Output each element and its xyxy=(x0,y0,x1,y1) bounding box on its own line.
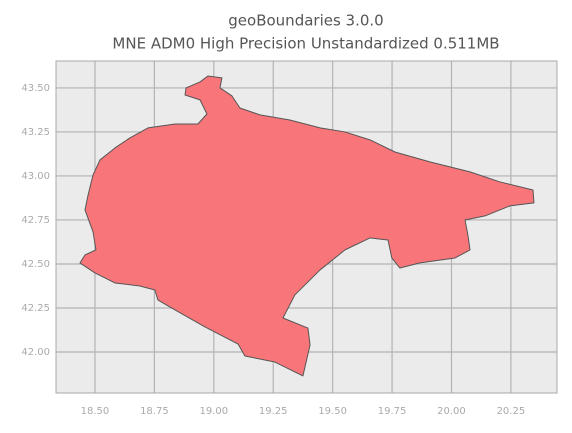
y-tick-label: 42.25 xyxy=(21,303,50,314)
chart-title: geoBoundaries 3.0.0 xyxy=(228,12,383,30)
plot-frame xyxy=(55,60,558,394)
y-tick-label: 42.50 xyxy=(21,259,50,270)
x-tick-label: 19.25 xyxy=(259,406,288,417)
x-tick-label: 18.50 xyxy=(81,406,110,417)
y-tick-label: 42.00 xyxy=(21,347,50,358)
chart-subtitle: MNE ADM0 High Precision Unstandardized 0… xyxy=(112,35,499,53)
y-tick-label: 43.50 xyxy=(21,83,50,94)
x-tick-label: 19.75 xyxy=(378,406,407,417)
x-tick-label: 19.50 xyxy=(318,406,347,417)
y-tick-label: 43.25 xyxy=(21,127,50,138)
y-tick-label: 42.75 xyxy=(21,215,50,226)
x-tick-label: 20.25 xyxy=(497,406,526,417)
boundary xyxy=(79,75,535,377)
x-tick-label: 20.00 xyxy=(437,406,466,417)
x-tick-label: 19.00 xyxy=(199,406,228,417)
x-tick-label: 18.75 xyxy=(140,406,169,417)
y-tick-label: 43.00 xyxy=(21,171,50,182)
